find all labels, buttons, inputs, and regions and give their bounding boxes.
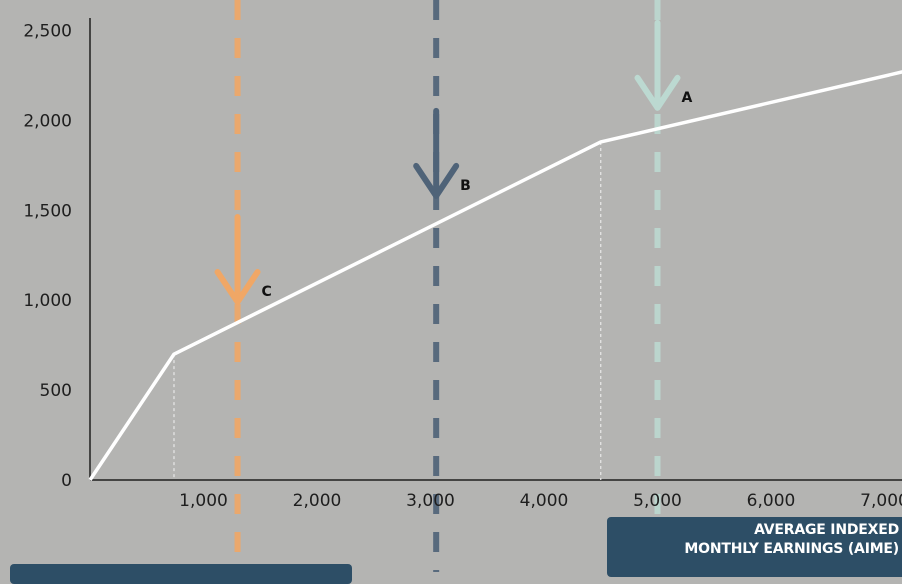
marker-label-b: B bbox=[460, 178, 471, 194]
chart-svg: C B A 0 500 1,000 1,500 2,000 2,500 1,000 2,000 3,… bbox=[23, 0, 902, 572]
benefit-formula-line bbox=[88, 70, 902, 481]
x-axis-label: AVERAGE INDEXED MONTHLY EARNINGS (AIME) bbox=[684, 521, 899, 559]
y-tick-label-2000: 2,000 bbox=[23, 111, 72, 131]
y-tick-label-1500: 1,500 bbox=[23, 201, 72, 221]
marker-label-c: C bbox=[262, 284, 272, 300]
x-tick-label-6000: 6,000 bbox=[747, 491, 796, 511]
x-axis-label-line-2: MONTHLY EARNINGS (AIME) bbox=[684, 541, 899, 557]
series-line bbox=[88, 70, 902, 481]
x-tick-label-7000: 7,000 bbox=[860, 491, 902, 511]
y-tick-label-1000: 1,000 bbox=[23, 291, 72, 311]
tick-labels: 0 500 1,000 1,500 2,000 2,500 1,000 2,000 3,000 4… bbox=[23, 22, 902, 512]
arrow-head-a bbox=[634, 74, 681, 111]
y-tick-label-2500: 2,500 bbox=[23, 22, 72, 42]
x-axis-label-line-1: AVERAGE INDEXED bbox=[754, 522, 899, 538]
arrow-head-b bbox=[413, 162, 460, 199]
marker-guide-lines bbox=[234, 0, 661, 572]
marker-label-a: A bbox=[682, 90, 693, 106]
x-tick-label-2000: 2,000 bbox=[293, 491, 342, 511]
y-tick-label-0: 0 bbox=[61, 471, 72, 491]
x-tick-label-3000: 3,000 bbox=[406, 491, 455, 511]
bottom-label-box bbox=[10, 564, 352, 584]
x-tick-label-1000: 1,000 bbox=[179, 491, 228, 511]
marker-arrows: C B A bbox=[214, 19, 693, 305]
x-tick-label-5000: 5,000 bbox=[633, 491, 682, 511]
x-axis-label-box: AVERAGE INDEXED MONTHLY EARNINGS (AIME) bbox=[607, 517, 902, 577]
y-tick-label-500: 500 bbox=[40, 381, 72, 401]
x-tick-label-4000: 4,000 bbox=[520, 491, 569, 511]
arrow-head-c bbox=[214, 268, 261, 305]
axes bbox=[89, 18, 902, 481]
bend-point-drop-lines bbox=[173, 141, 602, 480]
